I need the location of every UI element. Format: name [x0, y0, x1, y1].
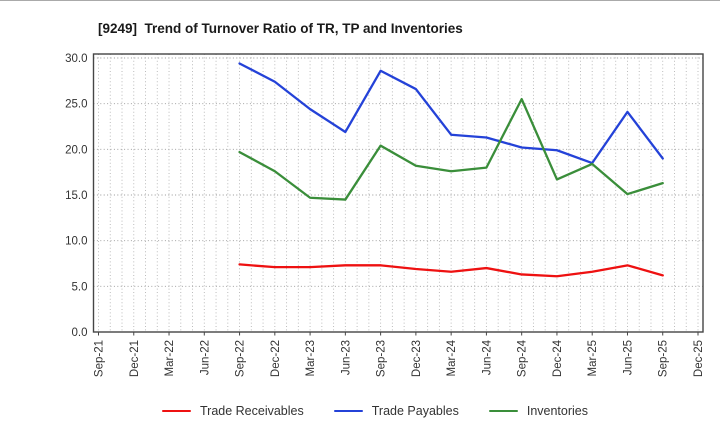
x-tick-label: Dec-24 — [552, 339, 564, 377]
x-tick-label: Jun-23 — [340, 340, 352, 375]
x-tick-label: Jun-25 — [622, 340, 634, 375]
x-tick-label: Jun-24 — [481, 339, 493, 375]
legend-label-trade-receivables: Trade Receivables — [199, 404, 304, 418]
x-tick-label: Sep-21 — [94, 340, 106, 377]
legend-label-inventories: Inventories — [526, 404, 588, 418]
chart-title: [9249] Trend of Turnover Ratio of TR, TP… — [98, 21, 463, 36]
x-tick-label: Dec-23 — [411, 340, 423, 377]
legend-label-trade-payables: Trade Payables — [371, 404, 459, 418]
x-tick-label: Sep-23 — [376, 340, 388, 377]
legend-swatch-trade-payables-icon — [333, 409, 363, 413]
y-tick-label: 25.0 — [65, 99, 87, 111]
x-tick-label: Mar-24 — [446, 339, 458, 376]
series-line-inventories — [238, 97, 664, 201]
legend-item-inventories: Inventories — [488, 404, 588, 418]
x-tick-label: Dec-25 — [693, 340, 705, 377]
series-line-trade-receivables — [238, 263, 664, 278]
y-tick-label: 0.0 — [72, 327, 88, 339]
x-tick-label: Dec-22 — [270, 340, 282, 377]
x-tick-label: Sep-24 — [517, 339, 529, 377]
x-tick-label: Mar-22 — [164, 340, 176, 376]
legend-item-trade-payables: Trade Payables — [333, 404, 459, 418]
x-tick-label: Jun-22 — [199, 340, 211, 375]
y-tick-label: 30.0 — [65, 53, 87, 65]
x-tick-label: Dec-21 — [129, 340, 141, 377]
legend-item-trade-receivables: Trade Receivables — [161, 404, 304, 418]
x-tick-label: Sep-22 — [235, 340, 247, 377]
y-tick-label: 15.0 — [65, 190, 87, 202]
legend: Trade Receivables Trade Payables Invento… — [0, 404, 720, 418]
y-tick-label: 20.0 — [65, 144, 87, 156]
y-tick-label: 5.0 — [72, 281, 88, 293]
legend-swatch-inventories-icon — [488, 409, 518, 413]
legend-swatch-trade-receivables-icon — [161, 409, 191, 413]
x-tick-label: Sep-25 — [658, 340, 670, 377]
x-tick-label: Mar-25 — [587, 340, 599, 376]
y-tick-label: 10.0 — [65, 236, 87, 248]
x-tick-label: Mar-23 — [305, 340, 317, 376]
